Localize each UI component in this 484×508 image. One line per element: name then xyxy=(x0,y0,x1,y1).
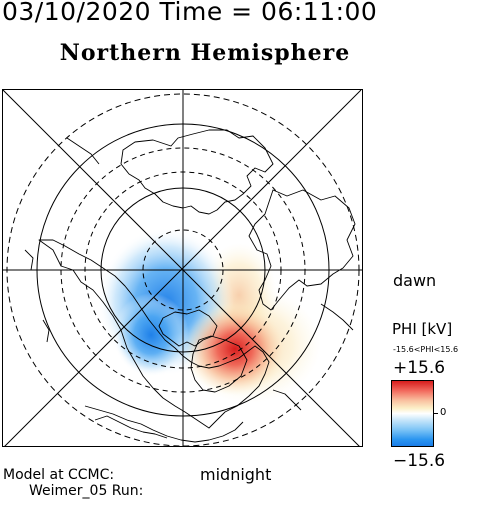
polar-map xyxy=(2,89,363,447)
midnight-label: midnight xyxy=(200,465,272,484)
border-line-1 xyxy=(94,415,144,433)
colorbar xyxy=(391,380,434,447)
negative-core xyxy=(113,293,189,377)
coast-kamchatka xyxy=(24,249,34,271)
coastlines xyxy=(24,129,356,443)
coast-greenland xyxy=(190,335,248,393)
coast-atlantic xyxy=(272,389,302,411)
run-label: Weimer_05 Run: xyxy=(29,483,144,499)
coast-arctic-north xyxy=(120,129,274,215)
colorbar-title: PHI [kV] xyxy=(392,320,453,338)
dawn-label: dawn xyxy=(393,271,437,290)
coast-europe xyxy=(248,189,356,311)
positive-cell xyxy=(185,303,285,395)
coast-siberia xyxy=(66,137,100,165)
colorbar-zero-tick xyxy=(433,413,438,414)
polar-map-svg xyxy=(3,90,362,446)
coast-west-fragment xyxy=(42,319,50,343)
coast-mediterranean xyxy=(320,303,354,331)
coast-south-edge xyxy=(84,405,244,443)
meridian-grid xyxy=(3,90,362,446)
coast-north-america xyxy=(38,239,270,429)
colorbar-zero-label: 0 xyxy=(440,407,447,418)
colorbar-max-label: +15.6 xyxy=(393,358,446,378)
hemisphere-title: Northern Hemisphere xyxy=(59,40,351,66)
colorbar-min-label: −15.6 xyxy=(393,451,446,471)
meridian-diag-2 xyxy=(4,90,362,446)
model-label: Model at CCMC: xyxy=(3,467,115,483)
border-line-2 xyxy=(142,431,168,439)
coast-canadian-archipelago xyxy=(158,309,218,347)
datetime-title: 03/10/2020 Time = 06:11:00 xyxy=(2,0,378,26)
colorbar-range-note: -15.6<PHI<15.6 xyxy=(393,345,459,354)
potential-pattern xyxy=(98,228,321,403)
